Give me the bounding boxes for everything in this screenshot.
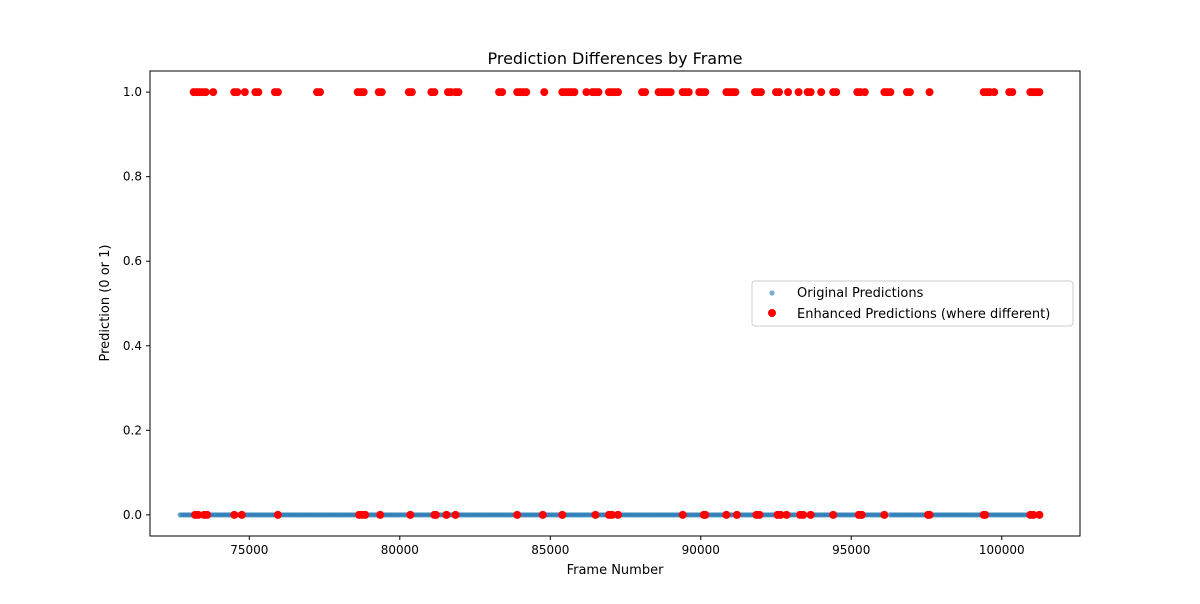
y-tick-label: 0.4 <box>123 339 142 353</box>
data-point-enhanced <box>201 88 210 97</box>
data-point-enhanced <box>806 510 815 519</box>
data-point-enhanced <box>829 510 838 519</box>
x-tick-label: 80000 <box>381 543 419 557</box>
x-tick-label: 85000 <box>531 543 569 557</box>
data-point-enhanced <box>359 88 368 97</box>
data-point-enhanced <box>678 510 687 519</box>
data-point-enhanced <box>799 510 808 519</box>
data-point-enhanced <box>1035 88 1044 97</box>
data-point-enhanced <box>442 510 451 519</box>
data-point-enhanced <box>756 88 765 97</box>
data-point-enhanced <box>237 510 246 519</box>
data-point-enhanced <box>431 510 440 519</box>
data-point-enhanced <box>570 88 579 97</box>
data-point-enhanced <box>722 510 731 519</box>
y-tick-label: 1.0 <box>123 85 142 99</box>
data-point-enhanced <box>886 88 895 97</box>
legend-label-enhanced: Enhanced Predictions (where different) <box>797 307 1050 322</box>
plot-frame <box>149 70 1081 537</box>
y-tick-label: 0.2 <box>123 423 142 437</box>
data-point-enhanced <box>1008 88 1017 97</box>
data-point-enhanced <box>406 510 415 519</box>
legend: Original Predictions Enhanced Prediction… <box>751 280 1074 327</box>
series-enhanced-predictions <box>189 88 1044 519</box>
x-tick-label: 100000 <box>979 543 1025 557</box>
y-axis-label: Prediction (0 or 1) <box>98 245 113 362</box>
data-point-enhanced <box>832 88 841 97</box>
data-point-enhanced <box>377 88 386 97</box>
data-point-enhanced <box>614 88 623 97</box>
data-point-enhanced <box>273 510 282 519</box>
data-point-enhanced <box>233 88 242 97</box>
legend-marker-enhanced <box>768 309 776 317</box>
x-axis-label: Frame Number <box>567 563 665 578</box>
data-point-enhanced <box>641 88 650 97</box>
y-tick-label: 0.8 <box>123 170 142 184</box>
data-point-enhanced <box>230 510 239 519</box>
data-point-enhanced <box>817 88 826 97</box>
data-point-enhanced <box>981 510 990 519</box>
data-point-enhanced <box>591 510 600 519</box>
data-point-enhanced <box>316 88 325 97</box>
data-point-enhanced <box>794 88 803 97</box>
axes-group: 75000 80000 85000 90000 95000 100000 0.0 0.2 0.4… <box>123 85 1025 557</box>
data-point-enhanced <box>540 88 549 97</box>
data-point-enhanced <box>731 88 740 97</box>
data-point-enhanced <box>240 88 249 97</box>
data-point-enhanced <box>990 88 999 97</box>
data-point-enhanced <box>361 510 370 519</box>
data-point-enhanced <box>209 88 218 97</box>
data-point-enhanced <box>806 88 815 97</box>
data-point-enhanced <box>860 88 869 97</box>
data-point-enhanced <box>1035 510 1044 519</box>
data-point-enhanced <box>701 88 710 97</box>
data-point-enhanced <box>203 510 212 519</box>
x-tick-label: 75000 <box>230 543 268 557</box>
data-point-enhanced <box>607 510 616 519</box>
data-point-enhanced <box>454 88 463 97</box>
data-point-enhanced <box>614 510 623 519</box>
data-point-enhanced <box>594 88 603 97</box>
chart-title: Prediction Differences by Frame <box>487 49 742 68</box>
data-point-enhanced <box>701 510 710 519</box>
data-point-enhanced <box>582 88 591 97</box>
data-point-enhanced <box>407 88 416 97</box>
data-point-enhanced <box>1029 510 1038 519</box>
data-point-enhanced <box>538 510 547 519</box>
data-point-enhanced <box>376 510 385 519</box>
data-point-enhanced <box>522 88 531 97</box>
data-point-enhanced <box>784 88 793 97</box>
data-point-enhanced <box>857 510 866 519</box>
data-point-enhanced <box>498 88 507 97</box>
data-point-enhanced <box>755 510 764 519</box>
data-point-enhanced <box>451 510 460 519</box>
data-point-enhanced <box>430 88 439 97</box>
data-point-enhanced <box>905 88 914 97</box>
data-point-enhanced <box>925 88 934 97</box>
data-point-enhanced <box>732 510 741 519</box>
data-point-enhanced <box>666 88 675 97</box>
data-point-enhanced <box>782 510 791 519</box>
data-point-enhanced <box>880 510 889 519</box>
data-point-enhanced <box>513 510 522 519</box>
data-point-enhanced <box>684 88 693 97</box>
data-point-enhanced <box>273 88 282 97</box>
legend-box <box>751 280 1074 327</box>
legend-label-original: Original Predictions <box>797 286 924 301</box>
x-tick-label: 90000 <box>682 543 720 557</box>
legend-marker-original <box>769 290 775 296</box>
data-point-enhanced <box>558 510 567 519</box>
data-point-enhanced <box>194 510 203 519</box>
y-tick-label: 0.0 <box>123 508 142 522</box>
data-point-enhanced <box>254 88 263 97</box>
data-point-enhanced <box>775 88 784 97</box>
data-point-enhanced <box>776 510 785 519</box>
data-point-enhanced <box>925 510 934 519</box>
x-tick-label: 95000 <box>832 543 870 557</box>
y-tick-label: 0.6 <box>123 254 142 268</box>
